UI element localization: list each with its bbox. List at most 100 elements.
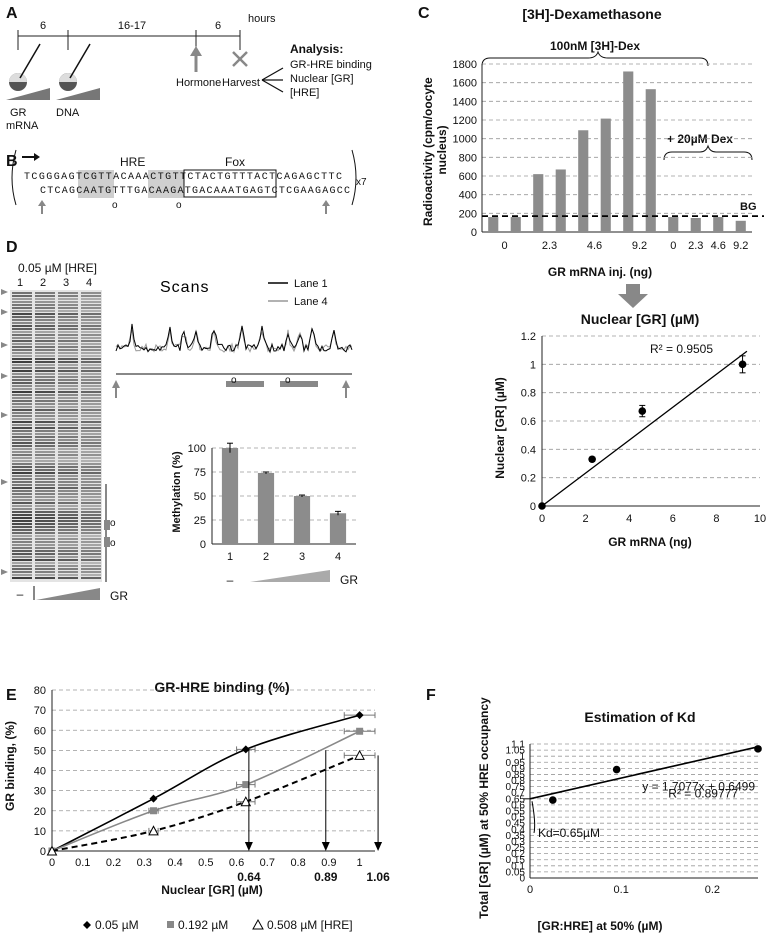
- gel-band: [81, 535, 101, 537]
- gel-band: [35, 343, 55, 345]
- gel-band: [12, 376, 32, 378]
- arrow-down-icon: [321, 842, 330, 851]
- gel-band: [12, 571, 32, 573]
- y-tick-label: 1600: [453, 78, 477, 90]
- gel-band: [58, 490, 78, 492]
- gel-band: [58, 481, 78, 483]
- y-tick-label: 0.65: [506, 794, 526, 805]
- x-tick-label: 2.3: [688, 240, 703, 252]
- gel-band: [58, 334, 78, 336]
- y-tick-label: 0.3: [511, 837, 525, 848]
- gel-band: [35, 532, 55, 534]
- gel-band: [12, 538, 32, 540]
- gel-band: [12, 313, 32, 315]
- gel-band: [81, 463, 101, 465]
- y-tick-label: 40: [34, 766, 46, 778]
- gel-band: [58, 451, 78, 453]
- chart-title: Estimation of Kd: [584, 709, 695, 725]
- gel-band: [58, 388, 78, 390]
- legend-label: Lane 1: [294, 278, 328, 290]
- drop-value-label: 0.64: [237, 870, 261, 884]
- gel-band: [12, 367, 32, 369]
- gel-band: [58, 466, 78, 468]
- y-axis-title: GR binding, (%): [3, 721, 17, 811]
- gel-band: [58, 310, 78, 312]
- seq-bottom: CTCAGCAATGTTTGACAAGATGACAAATGAGTCTCGAAGA…: [40, 186, 350, 197]
- gel-band: [35, 382, 55, 384]
- x-tick-label: 3: [299, 551, 305, 563]
- gel-band: [81, 490, 101, 492]
- gel-band: [81, 448, 101, 450]
- gel-band: [58, 385, 78, 387]
- minus-label: –: [227, 573, 234, 587]
- gel-band: [12, 469, 32, 471]
- gel-band: [35, 460, 55, 462]
- gel-band: [35, 550, 55, 552]
- gel-band: [12, 328, 32, 330]
- gel-band: [58, 538, 78, 540]
- gel-band: [12, 307, 32, 309]
- hre-half-site: [148, 170, 184, 198]
- arrow-right-icon: [1, 479, 8, 485]
- arrow-right-icon: [1, 373, 8, 379]
- y-tick-label: 0.05: [506, 867, 526, 878]
- gr-label: GR: [340, 573, 358, 587]
- gel-band: [35, 553, 55, 555]
- r-squared-label: R² = 0.9505: [650, 342, 713, 356]
- gel-band: [58, 373, 78, 375]
- gel-band: [58, 496, 78, 498]
- gel-band: [12, 559, 32, 561]
- lane-label: 2: [40, 277, 46, 289]
- y-axis-title: Total [GR] (µM) at 50% HRE occupancy: [477, 697, 491, 919]
- gel-band: [81, 388, 101, 390]
- bracket: [663, 144, 753, 161]
- gel-band: [35, 310, 55, 312]
- data-point: [754, 745, 762, 753]
- y-tick-label: 0.2: [511, 849, 525, 860]
- trendline: [541, 350, 748, 507]
- gel-band: [81, 568, 101, 570]
- gel-band: [35, 292, 55, 294]
- gel-band: [35, 346, 55, 348]
- legend-marker: [83, 921, 91, 929]
- y-tick-label: 1: [530, 359, 536, 371]
- bar: [510, 217, 521, 232]
- gel-band: [81, 550, 101, 552]
- hours-label: hours: [248, 13, 276, 25]
- gel-band: [81, 391, 101, 393]
- gel-band: [35, 505, 55, 507]
- gel-band: [58, 460, 78, 462]
- gel-band: [12, 346, 32, 348]
- panel-e-label: E: [6, 687, 17, 704]
- gel-band: [12, 436, 32, 438]
- gel-band: [81, 328, 101, 330]
- gel-band: [35, 535, 55, 537]
- hre-marker: [280, 381, 318, 387]
- bar: [533, 174, 544, 232]
- gel-band: [12, 427, 32, 429]
- gel-band: [12, 523, 32, 525]
- gel-band: [81, 511, 101, 513]
- gel-band: [58, 508, 78, 510]
- gel-band: [81, 301, 101, 303]
- y-tick-label: 0: [519, 874, 525, 885]
- y-tick-label: 1: [519, 752, 525, 763]
- gel-band: [35, 499, 55, 501]
- arrow-right-icon: [1, 412, 8, 418]
- gel-band: [58, 337, 78, 339]
- bar-chart-methylation: 0 25 50 75 100 1 2 3 4: [188, 442, 356, 563]
- gel-band: [58, 427, 78, 429]
- gel-band: [35, 406, 55, 408]
- gel-band: [58, 394, 78, 396]
- gel-band: [12, 343, 32, 345]
- gel-band: [35, 331, 55, 333]
- gel-band: [58, 493, 78, 495]
- y-tick-label: 0.35: [506, 831, 526, 842]
- panel-a: A 6 16-17 6 hours GR mRNA DNA: [6, 5, 372, 132]
- y-tick-label: 60: [34, 725, 46, 737]
- gel-band: [35, 490, 55, 492]
- y-tick-label: 1.05: [506, 746, 526, 757]
- gel-band: [58, 532, 78, 534]
- hre-half-site: [78, 170, 114, 198]
- bar: [713, 217, 724, 232]
